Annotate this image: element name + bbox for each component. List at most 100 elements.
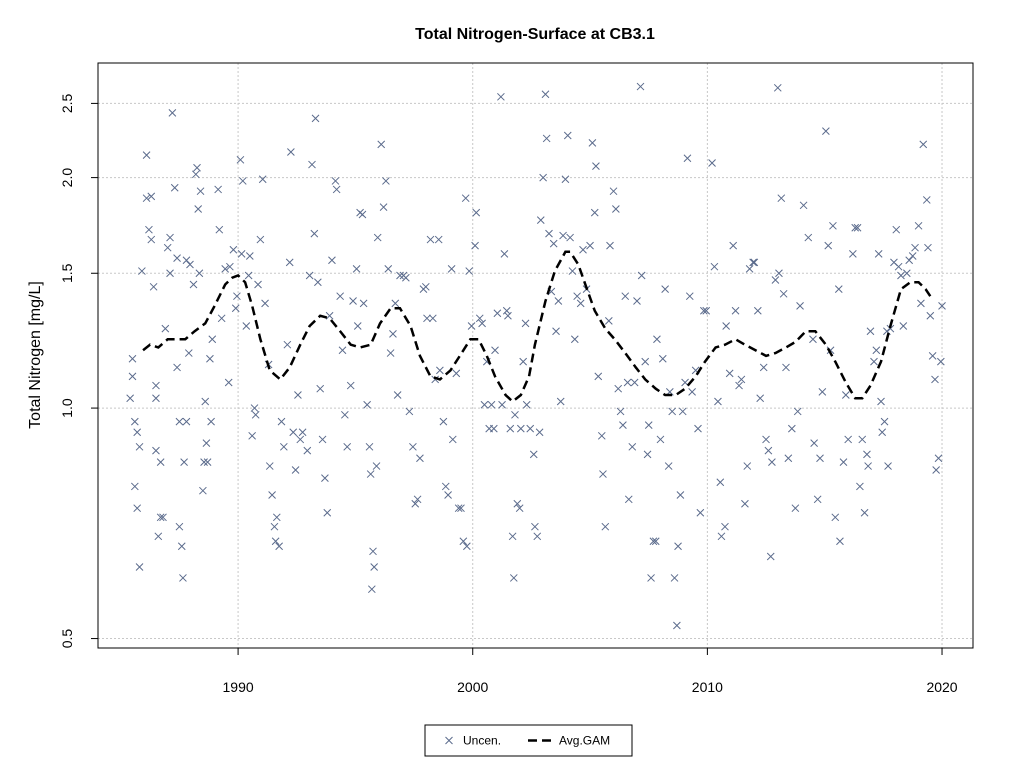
data-point: [352, 264, 361, 273]
data-point: [773, 83, 782, 92]
data-point: [336, 292, 345, 301]
data-point: [382, 177, 390, 185]
data-point: [771, 276, 780, 284]
data-point: [321, 474, 329, 482]
x-tick-label: 2020: [926, 679, 957, 695]
data-point: [163, 243, 172, 252]
data-point: [928, 352, 937, 360]
data-point: [135, 442, 144, 451]
data-point: [880, 417, 889, 426]
data-point: [391, 299, 400, 308]
data-point: [556, 397, 565, 406]
data-point: [179, 574, 187, 582]
data-point: [244, 271, 253, 280]
data-point: [338, 346, 347, 355]
data-point: [919, 140, 928, 149]
data-point: [152, 381, 160, 390]
data-point: [471, 241, 479, 250]
data-point: [516, 424, 525, 433]
data-point: [588, 139, 597, 147]
data-point: [714, 397, 722, 406]
data-point: [809, 335, 817, 344]
data-point: [305, 271, 314, 280]
data-point: [573, 292, 582, 301]
data-point: [296, 435, 305, 444]
data-point: [641, 357, 650, 366]
data-point: [128, 372, 137, 381]
data-point: [154, 532, 163, 541]
data-point: [853, 223, 862, 232]
data-point: [467, 322, 476, 330]
data-point: [454, 504, 463, 513]
data-point: [175, 417, 184, 426]
data-point: [749, 258, 757, 267]
data-point: [436, 366, 444, 375]
data-point: [793, 407, 802, 416]
legend-label: Avg.GAM: [559, 734, 610, 748]
data-point: [323, 508, 332, 517]
data-point: [829, 221, 837, 230]
data-point: [287, 148, 295, 156]
data-point: [936, 357, 945, 366]
data-point: [224, 378, 233, 387]
data-point: [346, 381, 355, 390]
data-point: [285, 258, 294, 267]
data-point: [688, 388, 696, 396]
data-point: [586, 241, 594, 250]
data-point: [702, 306, 711, 315]
data-point: [173, 363, 181, 372]
data-point: [318, 435, 327, 444]
data-point: [142, 151, 151, 159]
data-point: [710, 262, 719, 271]
x-tick-label: 2000: [457, 679, 488, 695]
data-point: [294, 391, 302, 399]
data-point: [379, 203, 388, 211]
data-point: [291, 466, 300, 474]
data-point: [872, 346, 881, 355]
data-point: [229, 245, 238, 254]
data-point: [245, 252, 254, 260]
data-point: [168, 108, 177, 117]
data-point: [363, 400, 371, 409]
data-point: [370, 563, 379, 571]
data-point: [497, 92, 505, 101]
data-point: [413, 495, 422, 504]
data-point: [270, 522, 279, 531]
data-point: [818, 388, 827, 396]
data-point: [193, 163, 201, 172]
data-point: [637, 271, 646, 280]
data-point: [892, 225, 901, 234]
data-point: [787, 424, 796, 433]
data-point: [729, 241, 738, 250]
data-point: [522, 400, 531, 409]
data-point: [502, 306, 511, 315]
data-point: [721, 522, 729, 531]
data-point: [566, 233, 574, 242]
data-point: [877, 397, 885, 406]
data-point: [563, 131, 572, 140]
data-point: [708, 159, 716, 167]
data-point: [206, 354, 214, 363]
data-point: [367, 585, 376, 594]
data-point: [768, 458, 776, 466]
data-point: [521, 319, 530, 328]
data-point: [256, 235, 265, 244]
data-point: [716, 478, 725, 487]
data-point: [649, 537, 658, 546]
data-point: [238, 177, 247, 185]
data-point: [373, 233, 382, 242]
data-point: [647, 574, 655, 582]
data-point: [358, 210, 367, 219]
data-point: [200, 458, 208, 466]
data-point: [217, 314, 226, 323]
data-point: [152, 446, 160, 455]
data-point: [822, 127, 830, 135]
data-point: [480, 400, 489, 409]
data-point: [756, 394, 765, 403]
data-point: [332, 185, 341, 194]
data-point: [215, 225, 224, 234]
data-point: [914, 221, 923, 230]
data-point: [619, 421, 627, 429]
data-point: [366, 470, 375, 478]
y-tick-label: 1.0: [59, 398, 75, 418]
